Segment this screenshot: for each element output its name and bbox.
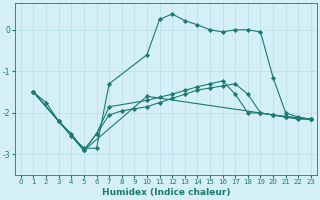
X-axis label: Humidex (Indice chaleur): Humidex (Indice chaleur) (102, 188, 230, 197)
